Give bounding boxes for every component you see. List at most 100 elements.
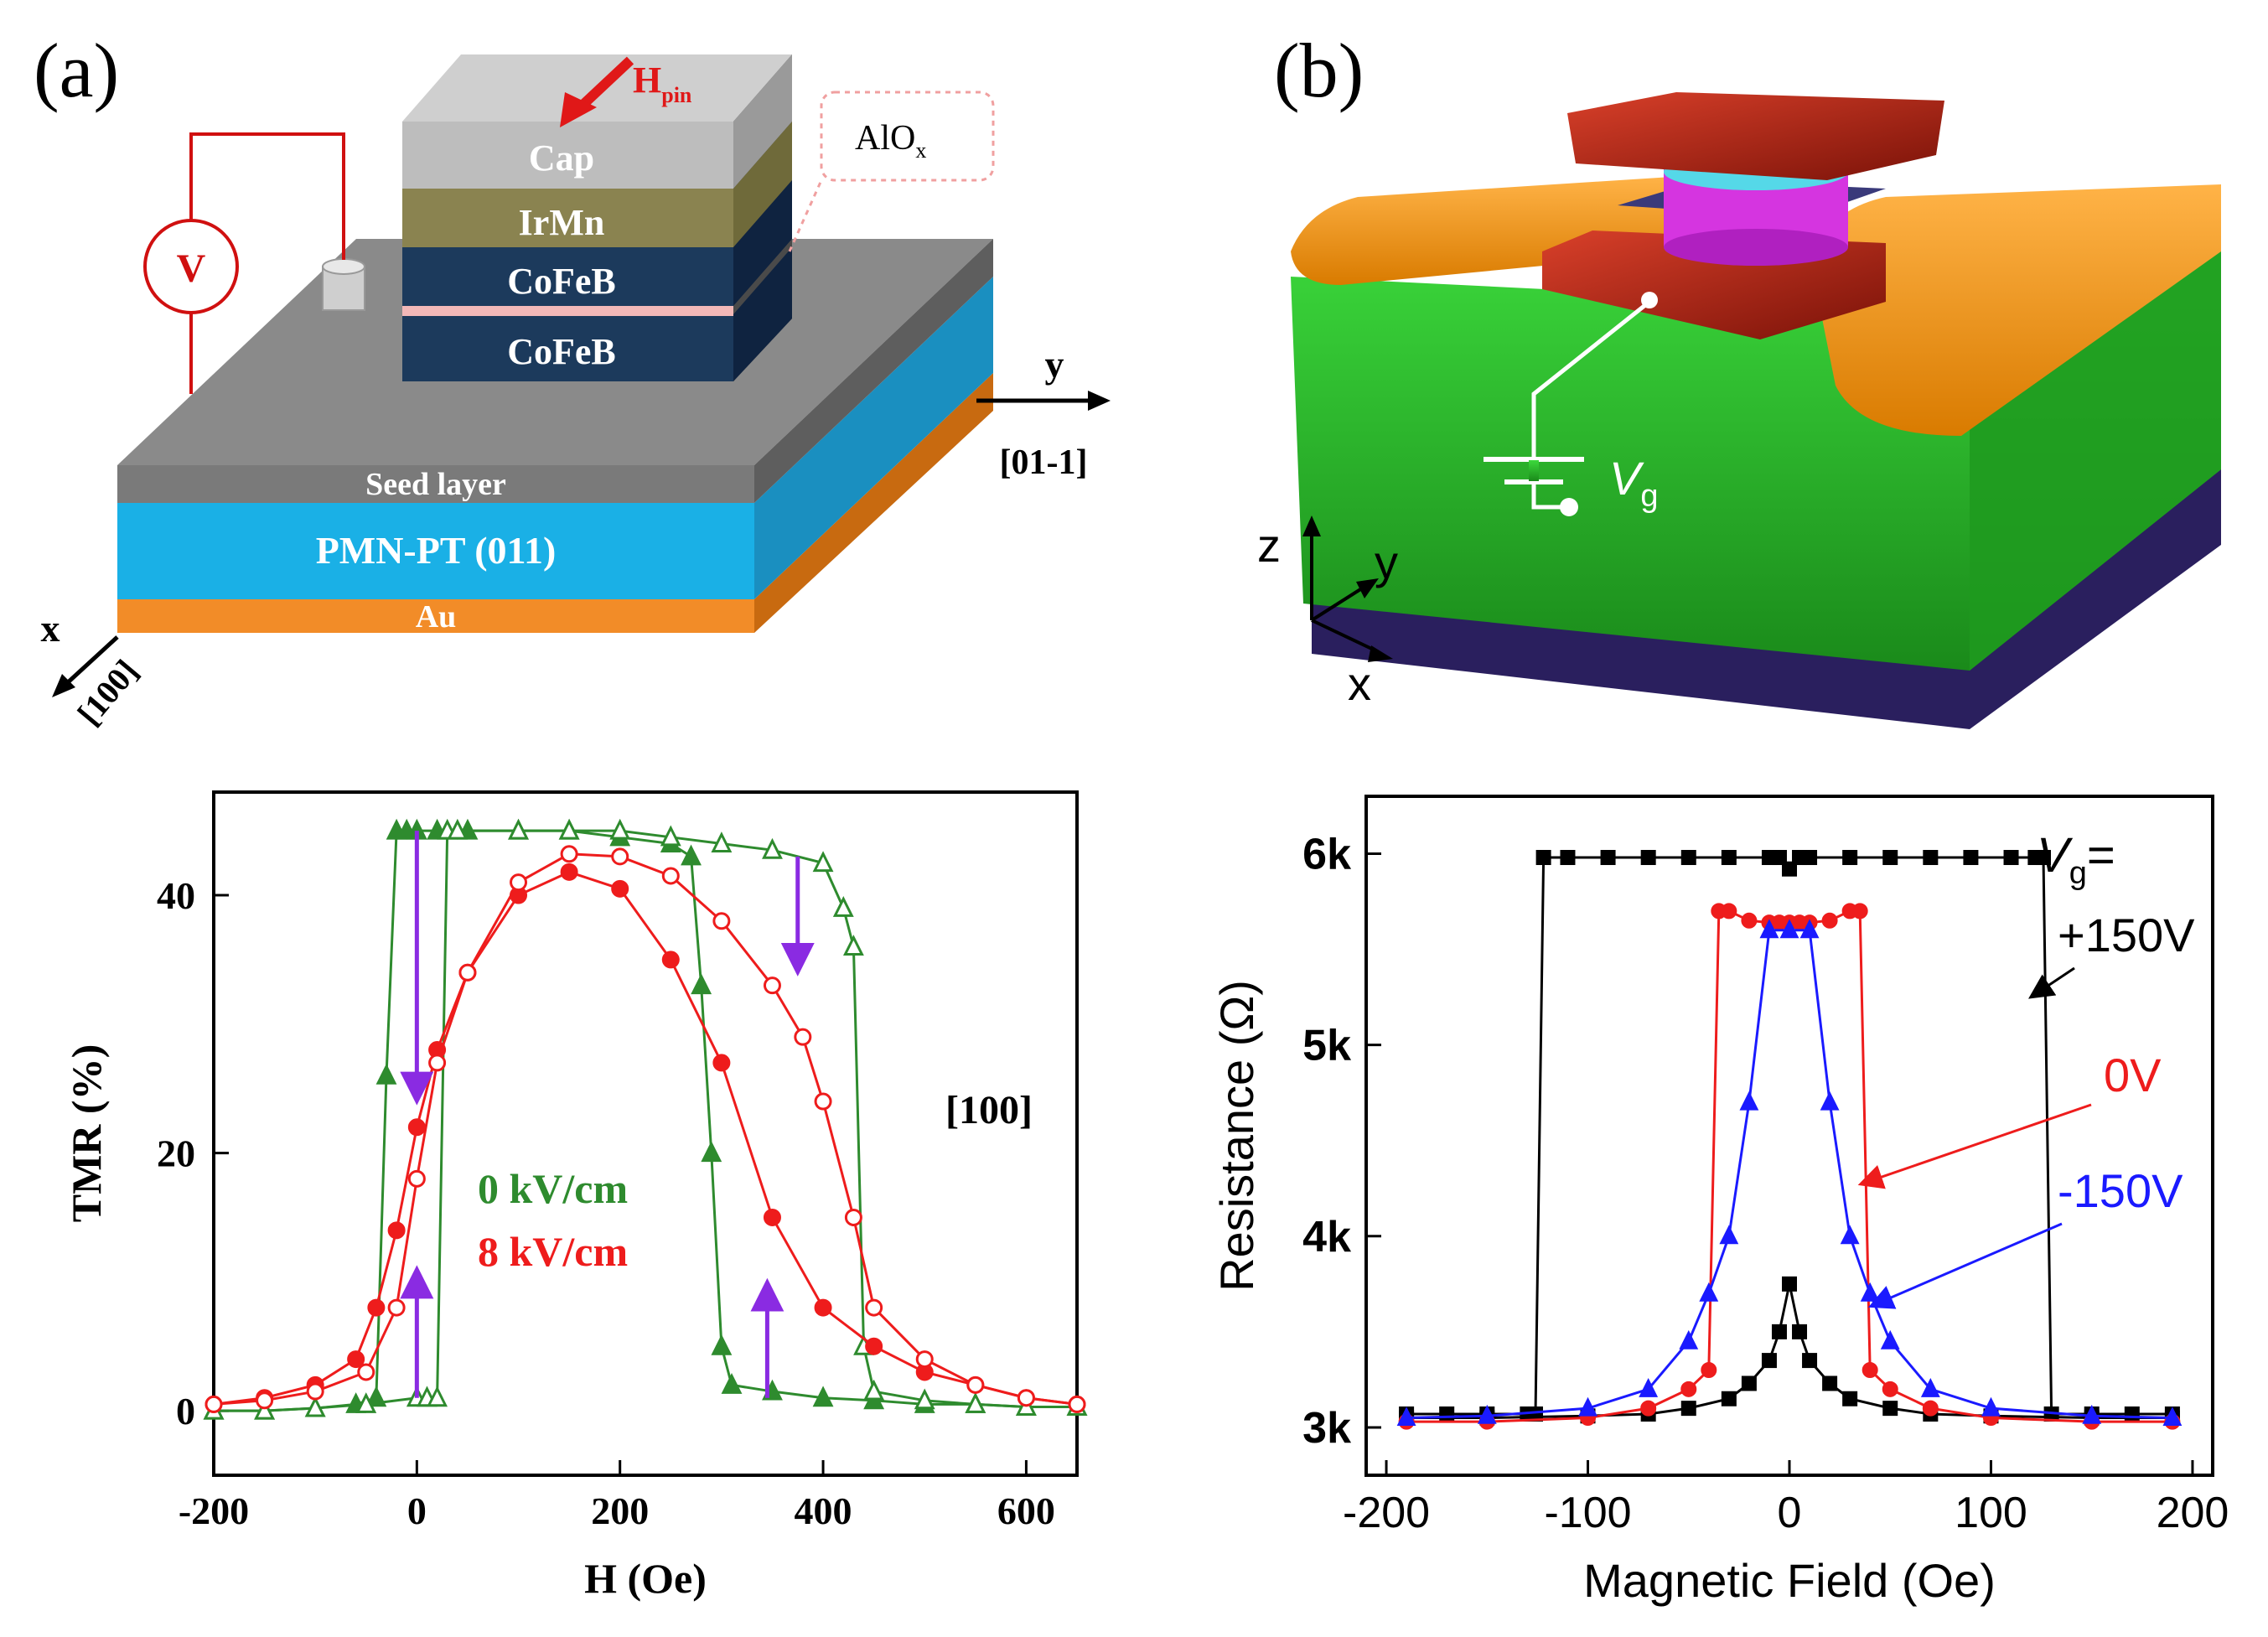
res-point [1771, 850, 1787, 866]
res-point [1792, 1324, 1808, 1339]
cap-layer [402, 122, 733, 189]
res-point [2003, 850, 2019, 866]
contact-pad [322, 266, 365, 311]
tmr-point [965, 1392, 986, 1413]
tmr-point [863, 1379, 885, 1401]
x-axis-direction: [100] [70, 652, 145, 732]
tmr-ytick-label: 20 [157, 1132, 195, 1175]
gate-contact-bottom [1560, 498, 1578, 516]
res-point [1882, 1381, 1898, 1397]
res-point [1922, 1400, 1939, 1417]
z-axis-label: z [1257, 519, 1281, 572]
tmr-point [611, 847, 629, 866]
res-point [2036, 850, 2051, 866]
tmr-point [721, 1373, 743, 1394]
res-ytick-label: 4k [1302, 1213, 1351, 1261]
tmr-point [865, 1298, 883, 1317]
zero-v-label: 0V [2104, 1049, 2162, 1101]
res-point [1880, 1329, 1900, 1349]
res-point [1761, 1353, 1777, 1369]
tmr-series-line-3 [213, 852, 1078, 1406]
res-point [1680, 1401, 1696, 1417]
irmn-side [733, 122, 792, 247]
tmr-point [865, 1337, 883, 1355]
res-point [1842, 1391, 1858, 1406]
tmr-point [701, 1141, 722, 1163]
tmr-series-line-2 [213, 870, 1078, 1406]
y-axis-arrowhead [1088, 391, 1111, 411]
vg-label: Vg [1609, 452, 1659, 514]
contact-pad-top [322, 258, 365, 275]
res-point [1721, 903, 1737, 920]
tmr-point [447, 818, 469, 840]
tmr-xtick-label: 400 [795, 1489, 852, 1532]
cofeb-bottom-layer [402, 316, 733, 381]
res-point [1721, 850, 1737, 866]
tmr-annotation: [100] [945, 1088, 1033, 1132]
res-point [1782, 1276, 1797, 1292]
tmr-point [387, 1221, 406, 1240]
tmr-point [609, 818, 631, 840]
tmr-ylabel: TMR (%) [63, 1044, 110, 1222]
tmr-ytick-label: 0 [176, 1390, 195, 1432]
tmr-point [842, 935, 864, 956]
minus150-arrow [1867, 1222, 2063, 1309]
resistance-xlabel: Magnetic Field (Oe) [1583, 1554, 1996, 1607]
voltmeter [143, 219, 239, 314]
res-point [1862, 1362, 1878, 1379]
tmr-point [611, 879, 629, 898]
seed-layer-side [754, 239, 993, 503]
res-point [1802, 1353, 1818, 1369]
resistance-chart-frame [1364, 795, 2214, 1477]
x-axis-arrow [65, 635, 119, 685]
res-ytick-label: 3k [1302, 1404, 1351, 1453]
cofeb-top-side [733, 180, 792, 306]
res-point [1640, 1400, 1657, 1417]
tmr-point [814, 1092, 832, 1111]
res-point [1741, 1375, 1757, 1391]
res-point [1640, 850, 1656, 866]
res-point [1679, 1329, 1699, 1349]
panel-a-label: (a) [34, 28, 119, 113]
y-axis-b [1310, 585, 1366, 622]
res-ytick-label: 6k [1302, 830, 1351, 878]
res-point [2162, 1406, 2183, 1427]
res-point [1860, 1282, 1880, 1302]
tmr-point [812, 851, 834, 873]
res-point [1851, 903, 1868, 920]
plus150-arrow [2028, 966, 2075, 999]
res-point [1477, 1404, 1497, 1424]
y-axis-direction: [01-1] [1000, 443, 1088, 482]
alox-barrier [402, 306, 733, 316]
res-point [1701, 1362, 1717, 1379]
pillar-bottom [1664, 229, 1848, 266]
x-axis-arrowhead [52, 674, 75, 697]
res-point [1699, 1282, 1719, 1302]
tmr-point [762, 837, 783, 859]
top-plate [1567, 92, 1944, 180]
tmr-point [661, 951, 680, 969]
vg-annotation: Vg= [2037, 828, 2115, 891]
res-xtick-label: -100 [1544, 1489, 1631, 1537]
tmr-point [691, 973, 712, 995]
res-point [1771, 1324, 1787, 1339]
res-point [1882, 850, 1898, 866]
tmr-legend-8kv: 8 kV/cm [478, 1228, 628, 1275]
tmr-point [763, 1208, 781, 1226]
tmr-point [205, 1395, 223, 1413]
seed-label: Seed layer [365, 467, 506, 502]
res-point [1639, 1377, 1659, 1397]
gate-contact-top [1641, 292, 1658, 308]
tmr-point [428, 1054, 447, 1072]
tmr-ytick-label: 40 [157, 874, 195, 917]
tmr-point [347, 1350, 365, 1369]
res-point [1396, 1406, 1416, 1427]
tmr-point [966, 1375, 985, 1394]
hpin-label: Hpin [633, 60, 692, 107]
res-point [1741, 912, 1758, 929]
tmr-point [794, 1028, 812, 1046]
tmr-point [560, 845, 578, 863]
resistance-chart: -200 -100 0 100 200 3k 4k 5k 6k Magnetic Field (… [1210, 795, 2229, 1607]
tmr-point [711, 831, 733, 853]
